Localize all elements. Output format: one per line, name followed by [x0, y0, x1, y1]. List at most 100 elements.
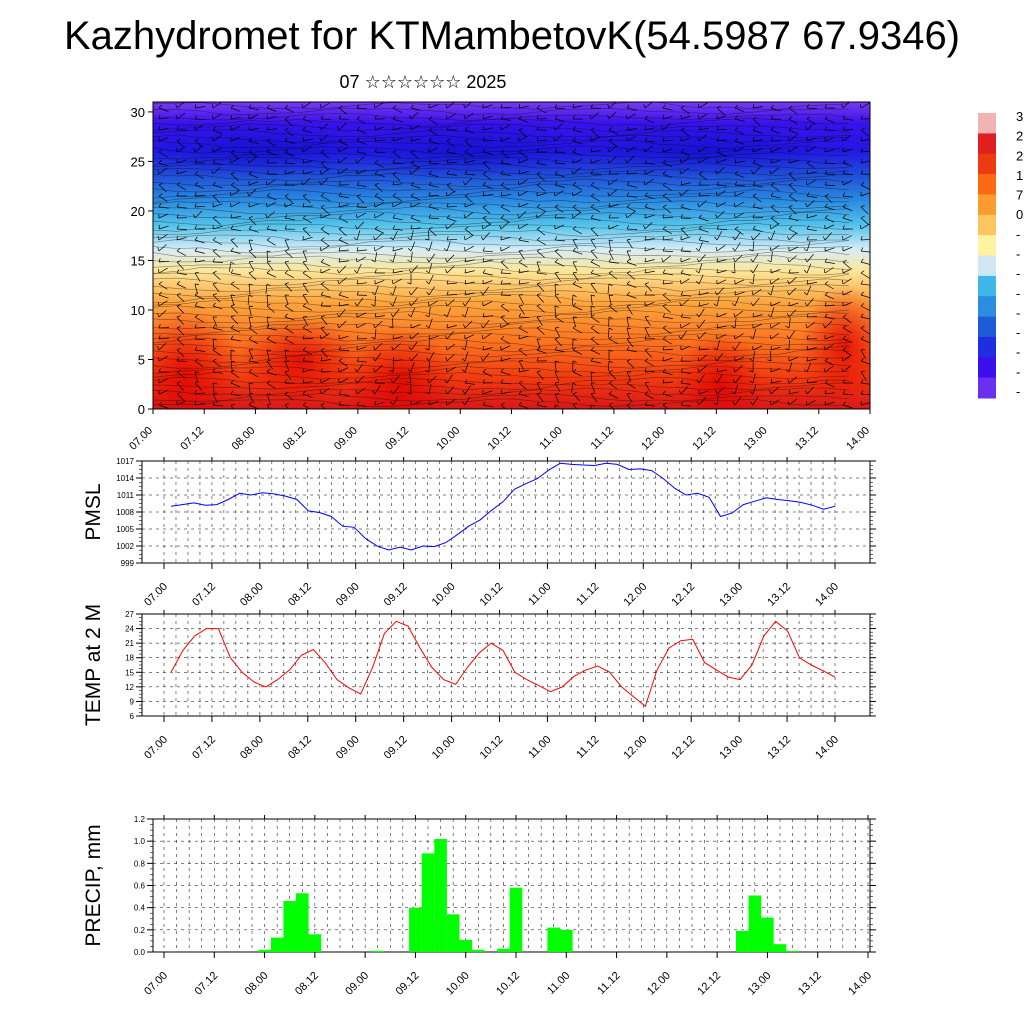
wind-barb [860, 283, 870, 286]
wind-barb-flag [536, 325, 541, 329]
wind-barb [230, 316, 239, 325]
precip-bar [258, 949, 271, 952]
wind-barb-flag [680, 247, 684, 252]
wind-barb-flag [302, 169, 304, 175]
isotherm [153, 117, 850, 127]
wind-barb-flag [590, 170, 593, 175]
x-tick-label: 11.00 [526, 734, 553, 761]
wind-barb [266, 272, 277, 278]
wind-barb [788, 376, 798, 384]
wind-barb [230, 305, 239, 314]
wind-barb [428, 104, 439, 109]
wind-barb [608, 145, 618, 153]
wind-barb-flag [713, 303, 718, 307]
wind-barb [338, 294, 349, 299]
wind-barb [644, 140, 656, 143]
y-tick-label: 1.0 [134, 837, 146, 846]
wind-barb [770, 184, 780, 192]
wind-barb [158, 267, 168, 274]
wind-barb-flag [338, 236, 343, 241]
x-tick-label: 08.12 [286, 581, 314, 609]
x-tick-label: 08.00 [238, 734, 266, 762]
wind-barb [356, 140, 367, 145]
wind-barb [158, 127, 169, 131]
wind-barb [446, 282, 457, 285]
x-tick-label: 10.00 [430, 581, 458, 609]
wind-barb [392, 308, 400, 318]
wind-barb [824, 148, 835, 153]
wind-barb-flag [482, 379, 485, 384]
wind-barb [356, 212, 366, 219]
wind-barb-flag [625, 214, 628, 219]
wind-barb-flag [860, 325, 865, 329]
wind-barb [284, 195, 293, 203]
wind-barb [212, 147, 223, 153]
wind-barb-flag [284, 181, 287, 186]
x-tick-label: 12.00 [621, 581, 649, 609]
wind-barb-flag [644, 315, 649, 318]
wind-barb [734, 201, 744, 208]
wind-barb-flag [643, 225, 646, 230]
wind-barb [356, 263, 362, 274]
wind-barb-flag [697, 137, 700, 142]
wind-barb-flag [446, 191, 448, 197]
wind-barb [482, 250, 494, 253]
wind-barb [500, 236, 511, 241]
wind-barb-flag [716, 225, 720, 230]
wind-barb [338, 140, 349, 146]
wind-barb [752, 195, 762, 203]
wind-barb [644, 316, 651, 326]
wind-barb-flag [749, 336, 754, 340]
wind-barb-flag [824, 193, 829, 197]
wind-barb-flag [662, 193, 667, 197]
wind-barb [788, 362, 793, 373]
wind-barb [266, 195, 277, 201]
wind-barb-flag [176, 292, 181, 296]
wind-barb [590, 261, 601, 267]
wind-barb-flag [860, 236, 863, 241]
wind-barb [428, 195, 440, 197]
wind-barb-flag [806, 400, 808, 406]
wind-barb-flag [194, 258, 197, 263]
wind-barb [590, 349, 601, 355]
wind-barb-flag [212, 194, 217, 197]
wind-barb-flag [732, 379, 736, 384]
wind-barb-flag [752, 159, 756, 164]
wind-barb-flag [427, 379, 430, 384]
wind-barb [572, 239, 579, 249]
wind-barb-flag [302, 137, 305, 142]
wind-barb-flag [536, 115, 539, 120]
wind-barb-flag [464, 379, 468, 384]
wind-barb-flag [158, 258, 161, 263]
wind-barb [572, 261, 578, 272]
wind-barb-flag [248, 316, 253, 319]
wind-barb [464, 396, 471, 406]
wind-barb [590, 371, 593, 383]
wind-barb-flag [590, 238, 595, 241]
wind-barb-flag [572, 204, 577, 208]
wind-barb-flag [822, 236, 826, 241]
wind-barb [716, 369, 727, 373]
wind-barb-flag [355, 390, 358, 395]
wind-barb [158, 300, 168, 307]
wind-barb-flag [571, 170, 574, 175]
wind-barb [716, 228, 728, 231]
wind-barb-flag [713, 347, 718, 351]
wind-barb-flag [536, 293, 541, 296]
wind-barb [842, 162, 853, 167]
x-tick-label: 07.12 [190, 734, 218, 762]
wind-barb [284, 272, 294, 279]
wind-barb [194, 283, 198, 294]
wind-barb-flag [572, 271, 577, 274]
wind-barb [482, 259, 493, 263]
wind-barb-flag [176, 192, 179, 197]
wind-barb-flag [356, 213, 358, 219]
wind-barb [482, 347, 493, 351]
wind-barb-flag [463, 104, 466, 109]
wind-barb-flag [752, 116, 757, 120]
wind-barb-flag [767, 259, 772, 263]
wind-barb [464, 385, 471, 395]
wind-barb [392, 278, 402, 285]
wind-barb-flag [302, 325, 307, 329]
wind-barb-flag [785, 348, 790, 351]
